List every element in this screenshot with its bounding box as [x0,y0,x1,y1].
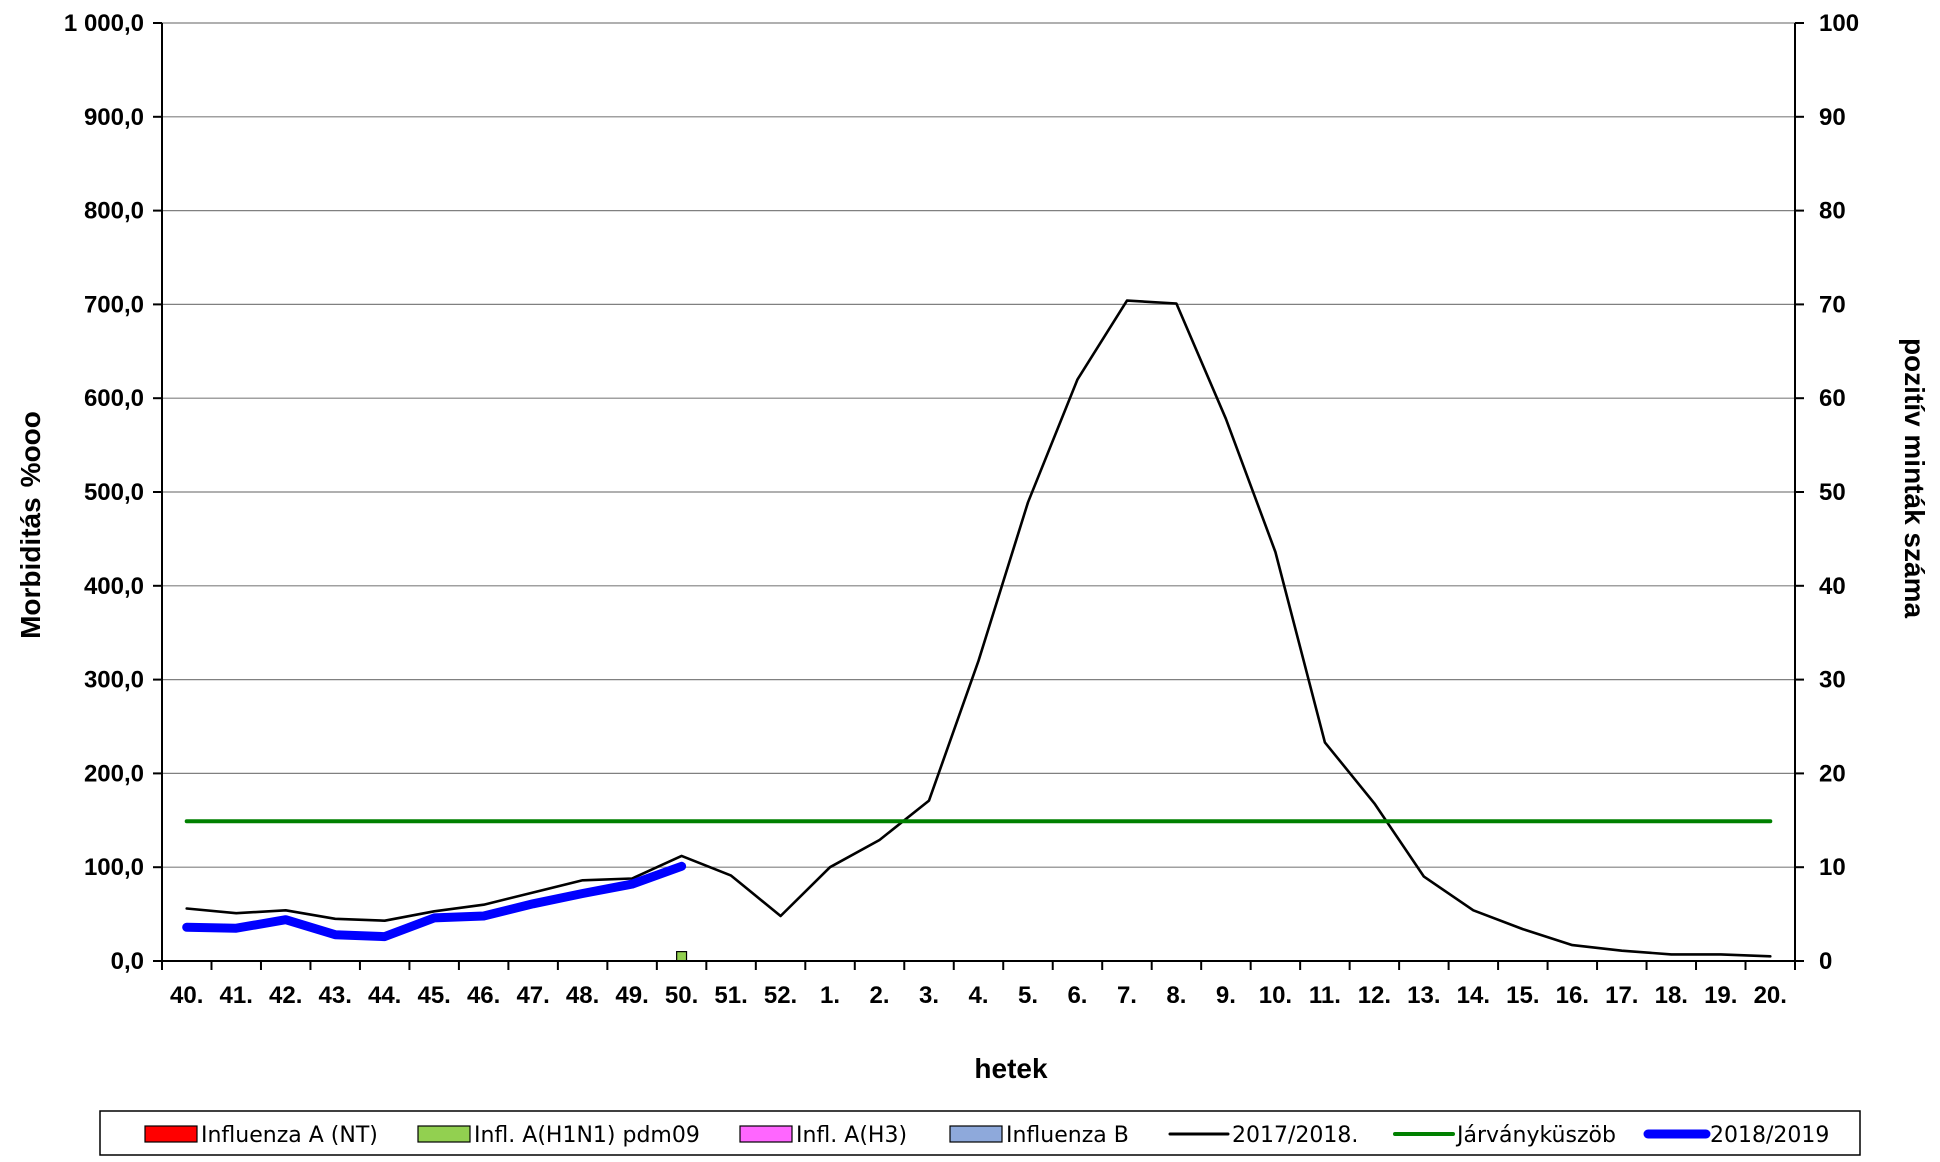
x-tick-label: 12. [1358,982,1391,1009]
legend-swatch [144,1125,198,1143]
legend-label: Infl. A(H1N1) pdm09 [474,1123,700,1148]
bar-series-group [676,951,688,962]
series-line [185,299,1772,958]
x-tick-label: 19. [1704,982,1737,1009]
legend-item: 2017/2018. [1168,1123,1358,1148]
legend-label: Infl. A(H3) [796,1123,907,1148]
y2-tick-label: 30 [1819,667,1846,694]
legend-label: 2018/2019 [1710,1123,1829,1148]
y2-tick-label: 70 [1819,291,1846,318]
x-tick-label: 16. [1556,982,1589,1009]
x-tick-label: 2. [870,982,890,1009]
y2-tick-label: 20 [1819,760,1846,787]
legend-item: Influenza B [949,1123,1129,1148]
x-tick-label: 5. [1018,982,1038,1009]
x-tick-label: 13. [1407,982,1440,1009]
x-tick-label: 10. [1259,982,1292,1009]
y-tick-label: 100,0 [84,854,144,881]
y-tick-label: 200,0 [84,760,144,787]
x-tick-label: 40. [170,982,203,1009]
legend-item: Infl. A(H1N1) pdm09 [417,1123,700,1148]
y2-tick-label: 100 [1819,10,1859,37]
x-tick-label: 18. [1655,982,1688,1009]
x-tick-label: 3. [919,982,939,1009]
x-tick-label: 8. [1166,982,1186,1009]
legend-swatch [417,1125,471,1143]
x-tick-label: 20. [1754,982,1787,1009]
y-tick-label: 1 000,0 [64,10,144,37]
axes-group [153,22,1804,970]
x-tick-label: 42. [269,982,302,1009]
line-series-group [182,299,1773,958]
legend-label: Influenza B [1006,1123,1129,1148]
legend-label: Járványküszöb [1455,1123,1616,1148]
x-tick-label: 45. [417,982,450,1009]
y2-tick-label: 40 [1819,573,1846,600]
y-tick-label: 800,0 [84,198,144,225]
x-tick-label: 49. [615,982,648,1009]
y2-tick-label: 50 [1819,479,1846,506]
x-tick-label: 4. [968,982,988,1009]
x-tick-label: 1. [820,982,840,1009]
x-tick-label: 50. [665,982,698,1009]
y2-tick-label: 10 [1819,854,1846,881]
x-tick-label: 6. [1067,982,1087,1009]
y-tick-label: 0,0 [111,948,144,975]
x-tick-label: 47. [516,982,549,1009]
y-axis-title: Morbiditás %ooo [15,411,46,639]
x-tick-label: 9. [1216,982,1236,1009]
y2-axis-title: pozitív minták száma [1899,338,1930,619]
legend-label: Influenza A (NT) [201,1123,378,1148]
x-tick-label: 44. [368,982,401,1009]
x-tick-label: 48. [566,982,599,1009]
x-tick-label: 7. [1117,982,1137,1009]
x-tick-label: 17. [1605,982,1638,1009]
x-tick-label: 41. [220,982,253,1009]
y-tick-label: 700,0 [84,291,144,318]
legend-item: 2018/2019 [1643,1123,1829,1148]
y2-tick-label: 0 [1819,948,1832,975]
x-tick-label: 46. [467,982,500,1009]
y-tick-label: 600,0 [84,385,144,412]
legend-item: Infl. A(H3) [739,1123,907,1148]
y-axis-title-main: Morbiditás [15,497,46,639]
y-tick-label: 500,0 [84,479,144,506]
bar [676,951,688,962]
legend-item: Influenza A (NT) [144,1123,378,1148]
x-tick-label: 11. [1309,982,1341,1009]
x-tick-label: 15. [1506,982,1539,1009]
y2-tick-label: 80 [1819,198,1846,225]
series-line [182,861,687,942]
legend: Influenza A (NT) Infl. A(H1N1) pdm09 Infl.… [144,1123,1829,1148]
y2-tick-label: 90 [1819,104,1846,131]
y-tick-label: 900,0 [84,104,144,131]
x-tick-label: 14. [1457,982,1490,1009]
x-axis-title: hetek [974,1053,1048,1084]
legend-item: Járványküszöb [1393,1123,1616,1148]
tick-labels-group: 0,0 0 100,0 10 200,0 20 300,0 30 400,0 40 500,0 50 6… [64,10,1859,1009]
y-tick-label: 400,0 [84,573,144,600]
legend-swatch [739,1125,793,1143]
legend-swatch [949,1125,1003,1143]
legend-label: 2017/2018. [1232,1123,1358,1148]
x-tick-label: 52. [764,982,797,1009]
x-tick-label: 43. [319,982,352,1009]
y-tick-label: 300,0 [84,667,144,694]
y2-tick-label: 60 [1819,385,1846,412]
x-tick-label: 51. [714,982,747,1009]
gridlines [162,22,1795,868]
y-axis-title-unit: %ooo [15,411,46,487]
